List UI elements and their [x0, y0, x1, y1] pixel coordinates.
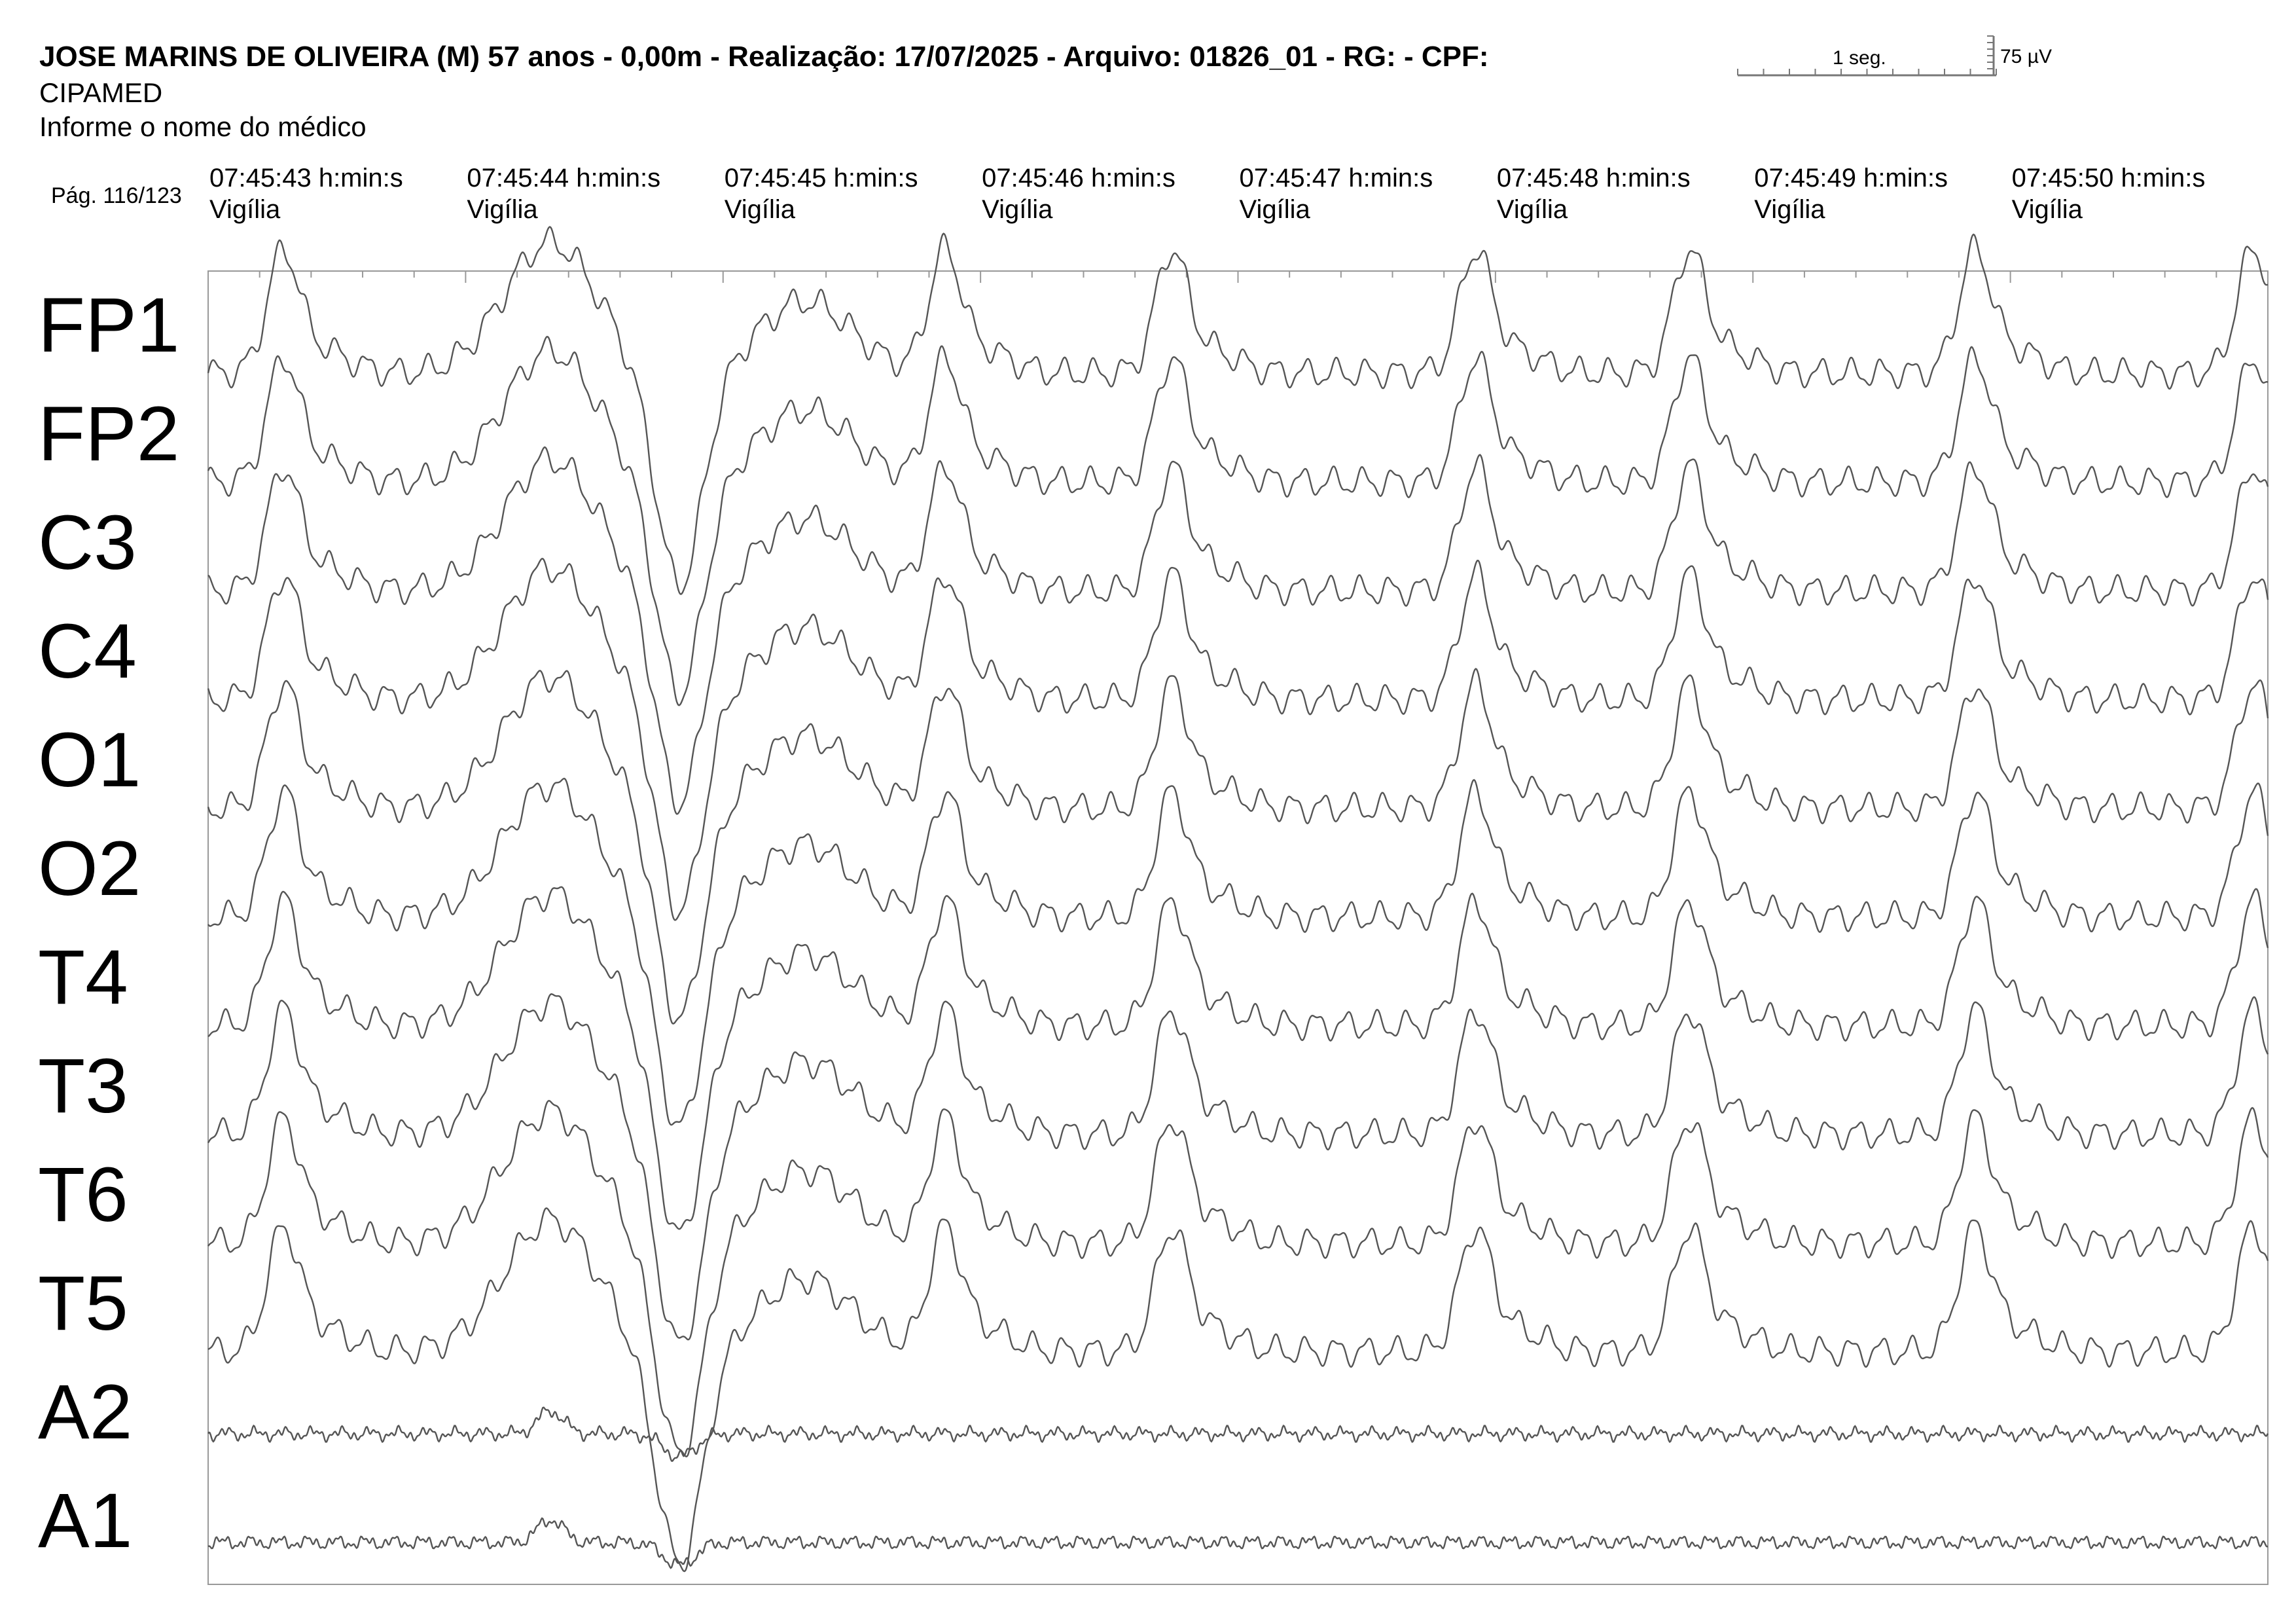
- time-label: 07:45:48 h:min:s: [1496, 164, 1691, 192]
- channel-label-t4: T4: [38, 934, 128, 1021]
- channel-label-c3: C3: [38, 500, 137, 586]
- time-scale-label: 1 seg.: [1833, 47, 1886, 69]
- patient-header: JOSE MARINS DE OLIVEIRA (M) 57 anos - 0,…: [39, 41, 1489, 73]
- time-label: 07:45:50 h:min:s: [2011, 164, 2206, 192]
- trace-fp1: [207, 226, 2269, 595]
- trace-t5: [207, 1207, 2269, 1573]
- chart-frame: [207, 270, 2269, 1585]
- time-marker: 07:45:45 h:min:s Vigília: [725, 162, 918, 225]
- doctor-name: Informe o nome do médico: [39, 111, 367, 142]
- time-marker: 07:45:43 h:min:s Vigília: [209, 162, 403, 225]
- channel-label-o2: O2: [38, 826, 141, 912]
- channel-label-fp1: FP1: [38, 282, 180, 369]
- time-label: 07:45:47 h:min:s: [1239, 164, 1433, 192]
- channel-label-fp2: FP2: [38, 391, 180, 477]
- state-label: Vigília: [982, 195, 1053, 224]
- calibration-scale: [1737, 35, 1997, 77]
- state-label: Vigília: [467, 195, 538, 224]
- state-label: Vigília: [2011, 195, 2083, 224]
- time-marker: 07:45:50 h:min:s Vigília: [2012, 162, 2206, 225]
- trace-o2: [207, 777, 2269, 1126]
- trace-t4: [207, 886, 2269, 1230]
- trace-a1: [207, 1517, 2269, 1569]
- channel-label-t6: T6: [38, 1152, 128, 1238]
- time-label: 07:45:46 h:min:s: [982, 164, 1175, 192]
- state-label: Vigília: [724, 195, 795, 224]
- time-label: 07:45:44 h:min:s: [467, 164, 661, 192]
- time-label: 07:45:45 h:min:s: [724, 164, 918, 192]
- trace-fp2: [207, 335, 2269, 706]
- state-label: Vigília: [1239, 195, 1310, 224]
- trace-t3: [207, 993, 2269, 1341]
- channel-label-a1: A1: [38, 1478, 133, 1564]
- channel-label-t3: T3: [38, 1043, 128, 1129]
- amplitude-scale-label: 75 µV: [2000, 46, 2052, 67]
- time-label: 07:45:43 h:min:s: [209, 164, 403, 192]
- page-number: Pág. 116/123: [51, 183, 182, 208]
- state-label: Vigília: [1496, 195, 1568, 224]
- time-label: 07:45:49 h:min:s: [1754, 164, 1948, 192]
- clinic-name: CIPAMED: [39, 77, 163, 108]
- trace-c4: [207, 558, 2269, 921]
- trace-t6: [207, 1100, 2269, 1458]
- channel-label-c4: C4: [38, 608, 137, 695]
- trace-c3: [207, 446, 2269, 815]
- state-label: Vigília: [209, 195, 281, 224]
- time-marker: 07:45:49 h:min:s Vigília: [1754, 162, 1948, 225]
- time-marker: 07:45:47 h:min:s Vigília: [1240, 162, 1433, 225]
- channel-label-t5: T5: [38, 1260, 128, 1347]
- channel-label-o1: O1: [38, 717, 141, 803]
- state-label: Vigília: [1754, 195, 1825, 224]
- time-marker: 07:45:44 h:min:s Vigília: [467, 162, 660, 225]
- time-marker: 07:45:46 h:min:s Vigília: [982, 162, 1175, 225]
- channel-label-a2: A2: [38, 1369, 133, 1455]
- trace-a2: [207, 1406, 2269, 1462]
- trace-o1: [207, 668, 2269, 1025]
- time-marker: 07:45:48 h:min:s Vigília: [1497, 162, 1691, 225]
